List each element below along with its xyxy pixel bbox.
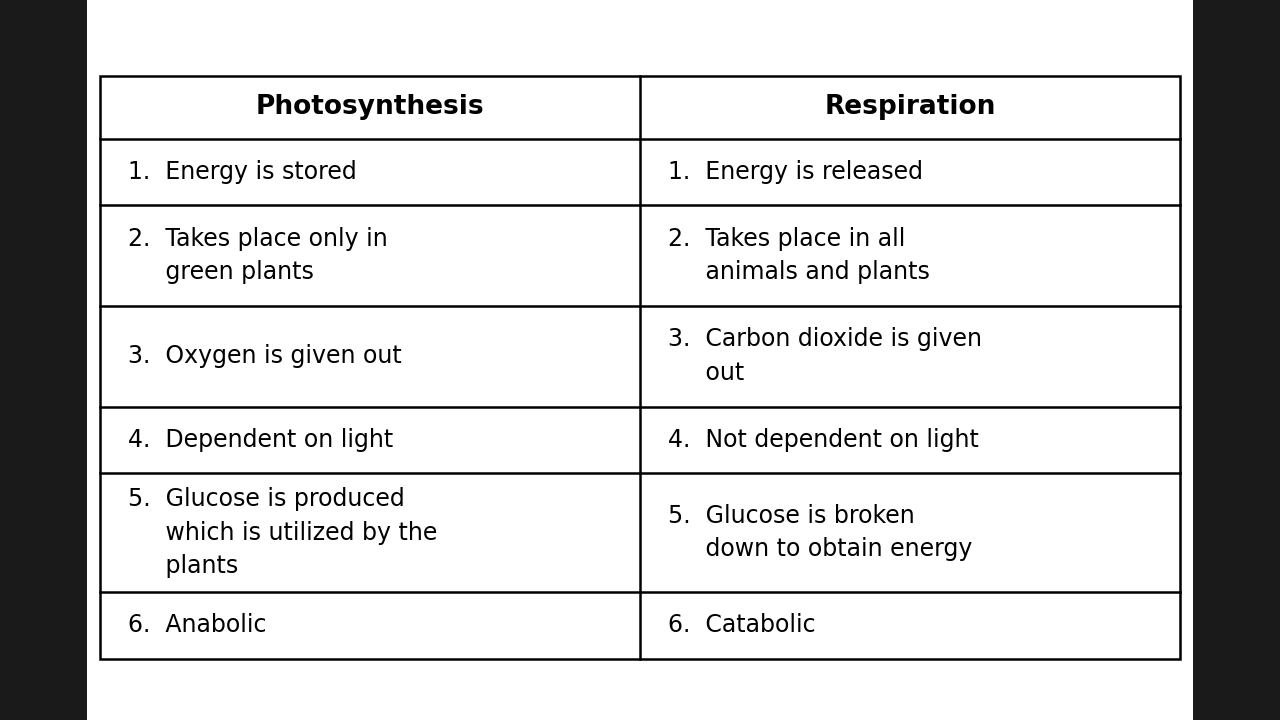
Text: 2.  Takes place only in
     green plants: 2. Takes place only in green plants: [128, 227, 388, 284]
Text: 5.  Glucose is broken
     down to obtain energy: 5. Glucose is broken down to obtain ener…: [668, 504, 973, 562]
Text: 6.  Catabolic: 6. Catabolic: [668, 613, 815, 637]
Text: Photosynthesis: Photosynthesis: [256, 94, 484, 120]
Text: 3.  Carbon dioxide is given
     out: 3. Carbon dioxide is given out: [668, 328, 982, 385]
Text: 4.  Dependent on light: 4. Dependent on light: [128, 428, 393, 452]
Text: 1.  Energy is stored: 1. Energy is stored: [128, 160, 357, 184]
Bar: [1193, 0, 1280, 720]
Text: 3.  Oxygen is given out: 3. Oxygen is given out: [128, 344, 402, 368]
Text: Respiration: Respiration: [824, 94, 996, 120]
Bar: [0, 0, 87, 720]
Text: 5.  Glucose is produced
     which is utilized by the
     plants: 5. Glucose is produced which is utilized…: [128, 487, 438, 578]
Text: 1.  Energy is released: 1. Energy is released: [668, 160, 923, 184]
Text: 2.  Takes place in all
     animals and plants: 2. Takes place in all animals and plants: [668, 227, 931, 284]
Bar: [100, 76, 1180, 659]
Text: 4.  Not dependent on light: 4. Not dependent on light: [668, 428, 979, 452]
Text: 6.  Anabolic: 6. Anabolic: [128, 613, 266, 637]
